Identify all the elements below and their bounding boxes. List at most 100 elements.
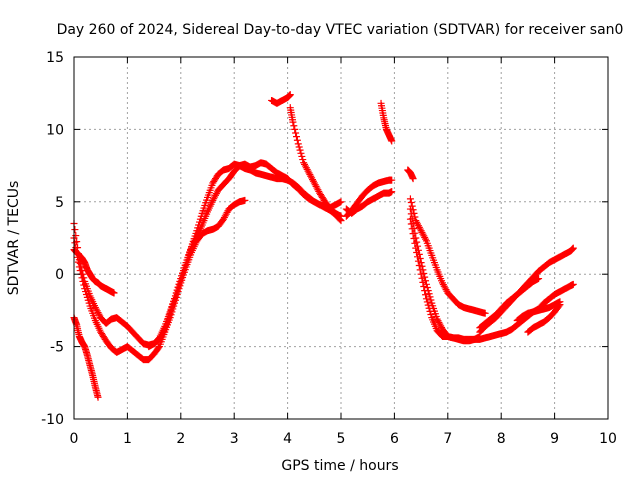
data-point xyxy=(413,248,421,256)
data-point xyxy=(406,205,414,213)
data-point xyxy=(415,262,423,270)
data-point xyxy=(410,234,418,242)
data-point xyxy=(76,267,84,275)
x-axis-label: GPS time / hours xyxy=(281,458,398,474)
series-arc14 xyxy=(406,215,484,343)
data-point xyxy=(292,129,300,137)
data-point xyxy=(78,274,86,282)
data-point xyxy=(337,198,345,206)
data-point xyxy=(424,301,432,309)
x-tick-label: 2 xyxy=(176,431,185,447)
data-point xyxy=(555,302,563,310)
data-point xyxy=(422,235,430,243)
data-point xyxy=(297,149,305,157)
data-point xyxy=(417,270,425,278)
data-point xyxy=(155,344,163,352)
data-point xyxy=(418,274,426,282)
data-point xyxy=(388,176,396,184)
data-point xyxy=(426,307,434,315)
data-point xyxy=(420,283,428,291)
data-point xyxy=(298,152,306,160)
data-point xyxy=(407,210,415,218)
series-arc12 xyxy=(406,195,489,317)
data-point xyxy=(422,291,430,299)
data-point xyxy=(481,309,489,317)
series-arc9 xyxy=(342,188,396,217)
y-tick-label: 10 xyxy=(46,122,64,138)
data-point xyxy=(427,311,435,319)
data-point xyxy=(409,175,417,183)
y-axis-label: SDTVAR / TECUs xyxy=(6,181,22,296)
data-point xyxy=(411,239,419,247)
data-point xyxy=(299,156,307,164)
data-point xyxy=(388,188,396,196)
series-arc11 xyxy=(404,166,417,183)
series-arc16 xyxy=(476,275,543,332)
data-point xyxy=(74,253,82,261)
data-point xyxy=(407,199,415,207)
data-point xyxy=(407,220,415,228)
data-point xyxy=(409,230,417,238)
y-tick-label: 15 xyxy=(46,50,64,66)
x-tick-label: 4 xyxy=(283,431,292,447)
y-tick-label: -10 xyxy=(41,412,64,428)
data-point xyxy=(72,244,80,252)
data-point xyxy=(414,253,422,261)
data-series xyxy=(70,91,577,401)
data-point xyxy=(71,239,79,247)
data-point xyxy=(388,137,396,145)
x-tick-label: 5 xyxy=(337,431,346,447)
y-tick-label: 5 xyxy=(55,195,64,211)
data-point xyxy=(556,301,564,309)
data-point xyxy=(421,287,429,295)
data-point xyxy=(79,277,87,285)
data-point xyxy=(406,195,414,203)
data-point xyxy=(80,281,88,289)
data-point xyxy=(426,293,434,301)
data-point xyxy=(535,275,543,283)
data-point xyxy=(75,263,83,271)
data-point xyxy=(241,196,249,204)
data-point xyxy=(422,295,430,303)
data-point xyxy=(71,226,79,234)
data-point xyxy=(408,225,416,233)
x-tick-label: 8 xyxy=(497,431,506,447)
data-point xyxy=(94,393,102,401)
data-point xyxy=(406,215,414,223)
chart-title: Day 260 of 2024, Sidereal Day-to-day VTE… xyxy=(57,22,624,38)
data-point xyxy=(293,133,300,141)
axis-ticks: 0 1 2 3 4 5 6 7 8 9 10 -10 -5 0 5 10 15 xyxy=(41,50,617,447)
x-tick-label: 9 xyxy=(550,431,559,447)
x-tick-label: 0 xyxy=(70,431,79,447)
data-point xyxy=(74,258,82,266)
data-point xyxy=(427,296,435,304)
data-point xyxy=(295,143,303,151)
data-point xyxy=(293,136,301,144)
series-arc1 xyxy=(70,314,102,401)
series-arc7 xyxy=(286,104,345,220)
y-tick-label: 0 xyxy=(55,267,64,283)
data-point xyxy=(416,266,424,274)
data-point xyxy=(419,278,427,286)
x-tick-label: 6 xyxy=(390,431,399,447)
data-point xyxy=(294,140,302,148)
data-point xyxy=(290,122,298,130)
data-point xyxy=(289,118,297,126)
data-point xyxy=(296,146,304,154)
series-arc10 xyxy=(377,99,396,145)
data-point xyxy=(425,304,433,312)
x-tick-label: 7 xyxy=(443,431,452,447)
data-point xyxy=(412,244,420,252)
x-tick-label: 1 xyxy=(123,431,132,447)
series-arc18 xyxy=(524,301,564,336)
data-point xyxy=(110,289,118,297)
grid xyxy=(74,57,608,419)
data-point xyxy=(569,244,577,252)
data-point xyxy=(425,290,433,298)
data-point xyxy=(414,257,422,265)
data-point xyxy=(569,280,577,288)
series-arc6 xyxy=(268,91,294,107)
y-tick-label: -5 xyxy=(50,340,64,356)
data-point xyxy=(291,125,299,133)
